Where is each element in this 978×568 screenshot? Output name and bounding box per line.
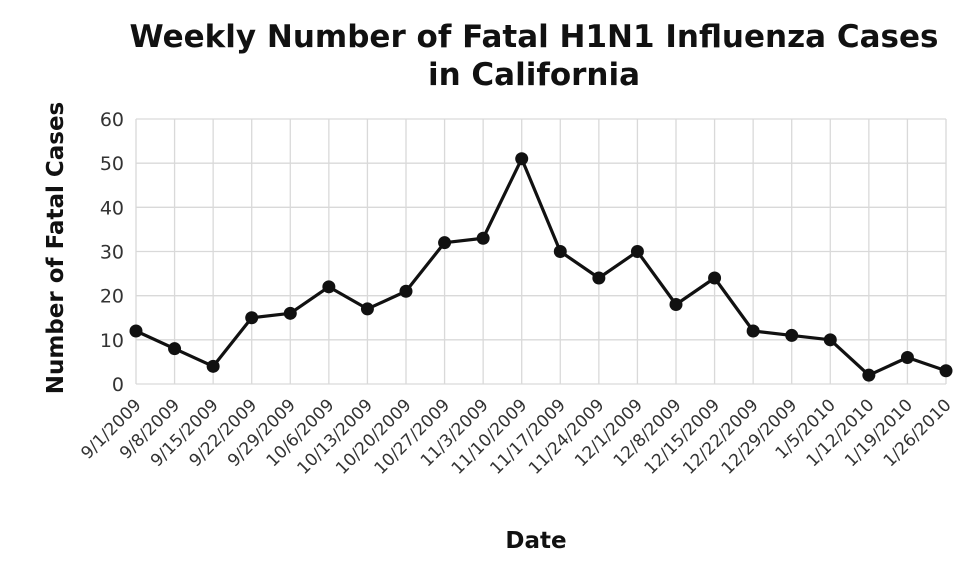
data-point	[553, 245, 567, 258]
data-point	[129, 324, 143, 338]
data-point	[168, 342, 182, 356]
data-point	[823, 333, 837, 347]
data-point	[785, 328, 799, 342]
data-point	[708, 271, 722, 285]
data-point	[669, 298, 683, 311]
chart-title-line-1: Weekly Number of Fatal H1N1 Influenza Ca…	[130, 19, 939, 55]
y-tick-label: 20	[100, 286, 124, 308]
y-tick-label: 60	[100, 109, 124, 131]
data-point	[322, 280, 336, 294]
series-line	[135, 157, 947, 377]
data-point	[592, 271, 606, 285]
data-point	[438, 236, 452, 250]
data-point	[630, 245, 644, 258]
x-axis-title: Date	[505, 528, 566, 554]
data-point	[360, 302, 374, 316]
y-tick-label: 50	[100, 153, 124, 175]
gridlines	[135, 118, 947, 385]
data-point	[939, 364, 953, 378]
y-tick-label: 40	[100, 197, 124, 219]
y-tick-label: 0	[112, 374, 124, 396]
data-point	[283, 306, 297, 320]
data-point	[399, 284, 413, 298]
y-tick-label: 30	[100, 242, 124, 264]
y-axis-title: Number of Fatal Cases	[43, 102, 69, 395]
data-point	[515, 152, 529, 166]
y-axis-ticks: 0 10 20 30 40 50 60	[100, 109, 124, 396]
data-point	[900, 351, 914, 364]
data-point	[206, 359, 220, 373]
data-point	[245, 311, 259, 325]
data-point	[862, 368, 876, 382]
data-point	[476, 231, 490, 245]
chart-title-line-2: in California	[428, 57, 640, 93]
series-fatal-cases	[129, 152, 953, 382]
y-tick-label: 10	[100, 330, 124, 352]
data-point	[746, 324, 760, 338]
x-axis-ticks: 9/1/20099/8/20099/15/20099/22/20099/29/2…	[77, 395, 955, 478]
